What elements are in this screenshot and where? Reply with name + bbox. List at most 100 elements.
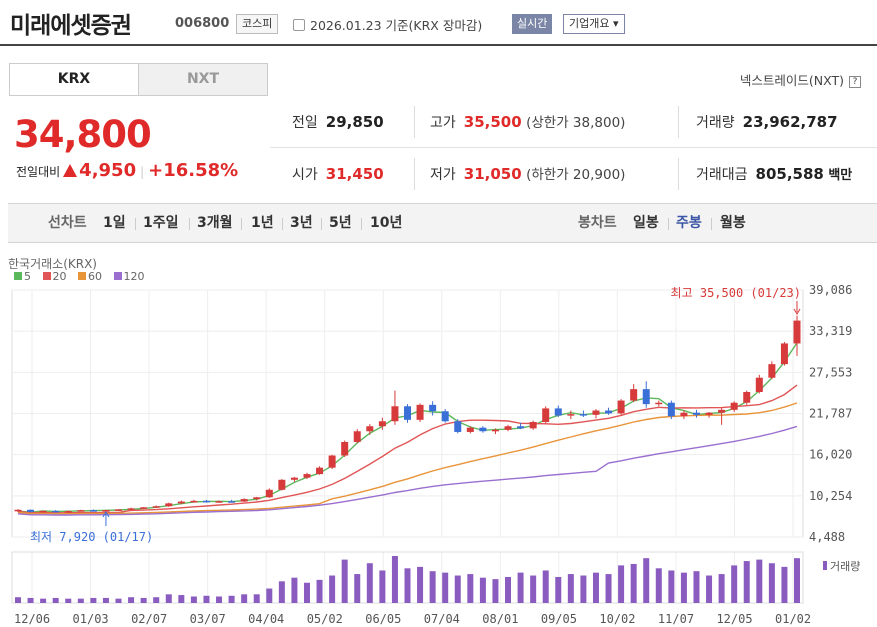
candle-body [780, 343, 788, 365]
period-1w[interactable]: 1주일 [143, 215, 179, 231]
date-label: 2026.01.23 기준(KRX 장마감) [310, 18, 483, 33]
clock-icon [293, 19, 305, 31]
x-tick-label: 05/02 [307, 612, 343, 626]
min-arrow-head [102, 511, 110, 518]
candle-body [152, 506, 160, 508]
period-1y[interactable]: 1년 [251, 215, 274, 231]
candle-body [642, 389, 650, 405]
nxt-link-label: 넥스트레이드(NXT) [739, 73, 844, 88]
candle-chart-label: 봉차트 [578, 215, 617, 231]
high-label: 고가 [430, 115, 456, 131]
volume-bar [178, 595, 185, 603]
quote-stats: 전일 29,850 고가 35,500 (상한가 38,800) 거래량 23,962… [270, 96, 877, 200]
stock-code: 006800 [175, 16, 230, 31]
x-tick-label: 06/05 [365, 612, 401, 626]
period-3m[interactable]: 3개월 [197, 215, 233, 231]
volume-bar [555, 576, 562, 603]
candle-body [429, 404, 437, 412]
period-5y[interactable]: 5년 [329, 215, 352, 231]
candle-body [140, 507, 148, 509]
candle-body [529, 421, 537, 429]
line-chart-label: 선차트 [48, 215, 87, 231]
volume-bar [316, 579, 323, 603]
candle-body [240, 499, 248, 502]
help-icon[interactable]: ? [849, 76, 861, 88]
y-tick-label: 10,254 [809, 489, 852, 503]
volume-bar [379, 570, 386, 603]
x-tick-label: 01/03 [73, 612, 109, 626]
candle-body [341, 441, 349, 456]
volume-bar [530, 575, 537, 603]
x-tick-label: 03/07 [190, 612, 226, 626]
volume-bar [580, 575, 587, 603]
tab-nxt[interactable]: NXT [138, 64, 267, 95]
candle-body [39, 510, 47, 513]
volume-bar [680, 572, 687, 603]
stock-header: 미래에셋증권 006800 코스피 2026.01.23 기준(KRX 장마감)… [0, 0, 877, 46]
volume-bar [417, 566, 424, 603]
volume-bar [128, 597, 135, 603]
candle-body [215, 501, 223, 503]
candle-monthly[interactable]: 월봉 [720, 215, 746, 231]
open-value: 31,450 [325, 165, 384, 183]
period-bar: 선차트 1일 1주일 3개월 1년 3년 5년 10년 봉차트 일봉 주봉 월봉 [8, 203, 877, 243]
amount-label: 거래대금 [696, 167, 748, 183]
period-10y[interactable]: 10년 [370, 215, 403, 231]
candle-body [228, 501, 236, 503]
candle-body [692, 412, 700, 415]
candle-body [102, 510, 110, 512]
price-change: 전일대비 4,950 | +16.58% [16, 160, 239, 181]
volume-bar [668, 570, 675, 603]
x-tick-label: 08/01 [482, 612, 518, 626]
candle-body [391, 406, 399, 422]
prev-label: 전일 [292, 115, 318, 131]
realtime-button[interactable]: 실시간 [512, 14, 553, 34]
volume-bar [442, 572, 449, 603]
candle-body [542, 408, 550, 422]
candle-body [454, 421, 462, 432]
open-label: 시가 [292, 167, 318, 183]
upper-limit: (상한가 38,800) [526, 115, 626, 131]
candle-body [77, 510, 85, 512]
volume-bar [140, 597, 147, 603]
candle-weekly[interactable]: 주봉 [676, 215, 702, 231]
ma-line-20 [17, 384, 798, 514]
candle-body [705, 412, 713, 415]
volume-bar [253, 594, 260, 603]
y-tick-label: 33,319 [809, 324, 852, 338]
candle-body [491, 429, 499, 432]
candle-body [579, 414, 587, 416]
volume-bar [341, 559, 348, 603]
candle-body [253, 497, 261, 500]
tab-krx[interactable]: KRX [10, 64, 138, 95]
date-text: 2026.01.23 기준(KRX 장마감) [293, 15, 482, 34]
high-value: 35,500 [463, 113, 522, 131]
volume-bar [655, 568, 662, 603]
nxt-link[interactable]: 넥스트레이드(NXT)? [740, 70, 861, 89]
y-tick-label: 27,553 [809, 365, 852, 379]
ma-line-120 [17, 425, 798, 516]
candle-daily[interactable]: 일봉 [633, 215, 659, 231]
volume-bar [203, 595, 210, 603]
volume-legend-swatch [823, 561, 827, 570]
volume-bar [517, 572, 524, 603]
y-tick-label: 4,488 [809, 530, 845, 544]
candle-body [404, 406, 411, 420]
volume-bar [153, 597, 160, 603]
volume-bar [165, 594, 172, 603]
candle-body [366, 426, 374, 432]
volume-bar [391, 556, 398, 603]
period-1d[interactable]: 1일 [103, 215, 126, 231]
candle-body [517, 426, 525, 429]
candle-body [743, 391, 751, 403]
legend-ma60: 60 [78, 270, 102, 283]
volume-label: 거래량 [696, 115, 735, 131]
volume-bar [630, 563, 637, 603]
legend-ma120: 120 [113, 270, 145, 283]
volume-bar [605, 574, 612, 603]
x-tick-label: 11/07 [658, 612, 694, 626]
period-3y[interactable]: 3년 [290, 215, 313, 231]
volume-bar [228, 595, 235, 603]
corp-overview-dropdown[interactable]: 기업개요 ▾ [563, 14, 625, 34]
